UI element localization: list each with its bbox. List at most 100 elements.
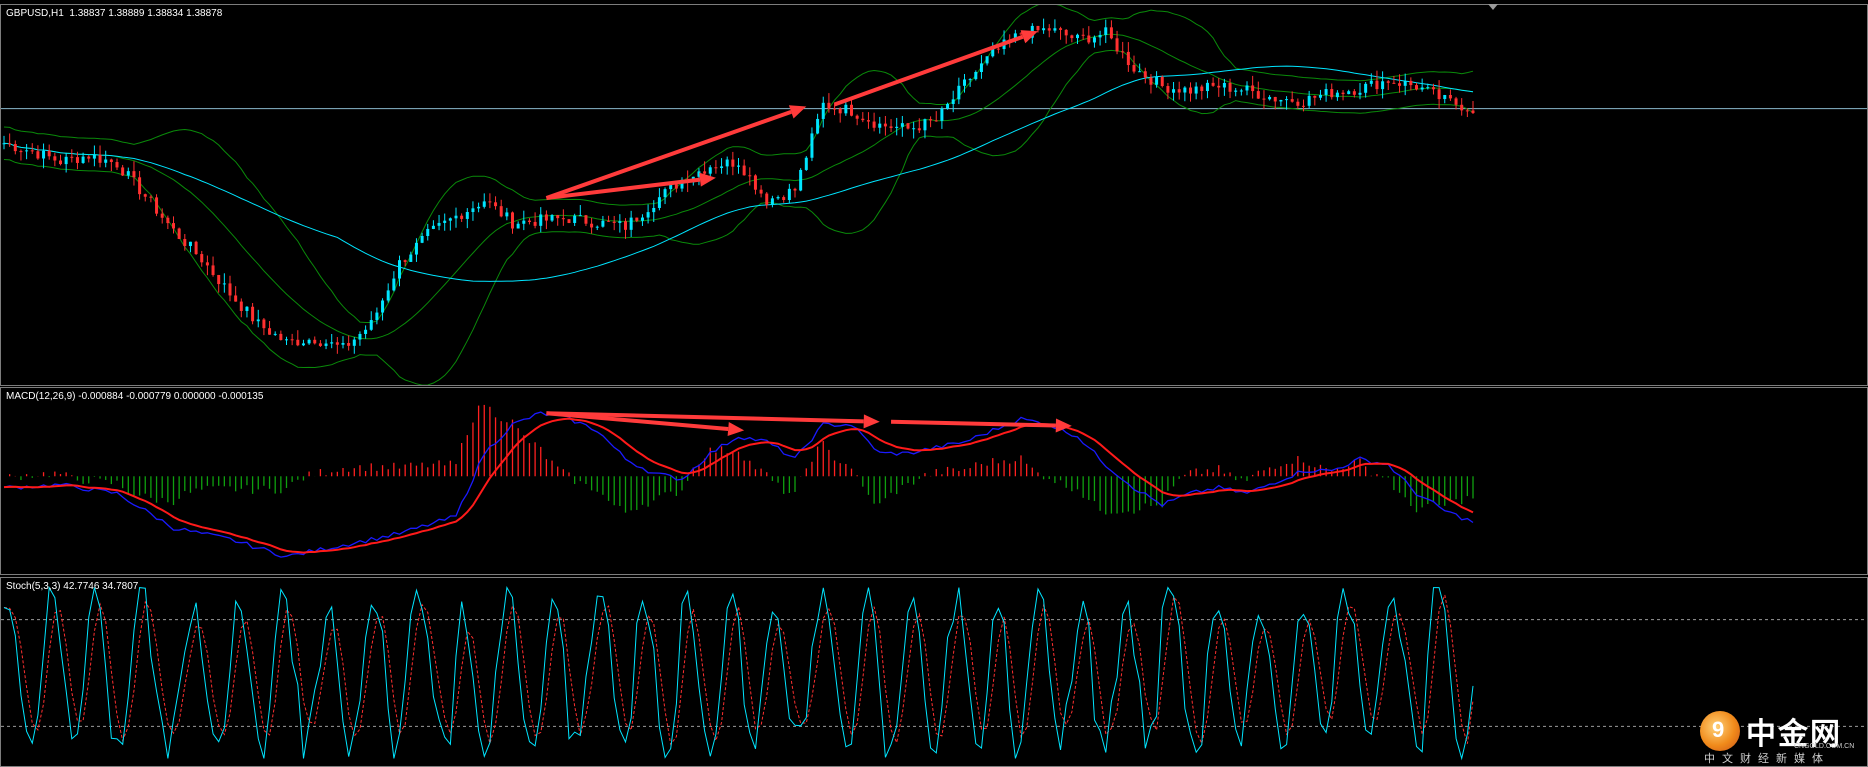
watermark: 9 中金网 CNGOLD.COM.CN 中文财经新媒体 <box>1696 709 1856 765</box>
bollinger-lower <box>3 49 1474 385</box>
candle-body <box>1313 95 1317 98</box>
candle-body <box>1460 104 1464 111</box>
candle-body <box>1149 77 1153 85</box>
candle-body <box>590 223 594 228</box>
candle-body <box>358 333 362 340</box>
candle-body <box>1211 82 1215 86</box>
candle-body <box>1352 91 1356 95</box>
candle-body <box>657 197 661 208</box>
candle-body <box>946 103 950 109</box>
candle-body <box>499 206 503 217</box>
candle-body <box>652 207 656 213</box>
candle-body <box>1166 86 1170 93</box>
candle-body <box>318 343 322 346</box>
candle-body <box>1205 82 1209 92</box>
stoch-pane[interactable]: Stoch(5,3,3) 42.7746 34.7807 <box>0 577 1868 767</box>
candle-body <box>1092 37 1096 43</box>
candle-body <box>1047 28 1051 31</box>
candle-body <box>1454 98 1458 105</box>
candle-body <box>618 221 622 223</box>
candle-body <box>1019 33 1023 35</box>
candle-body <box>437 222 441 226</box>
candle-body <box>121 167 125 176</box>
stoch-signal-line <box>3 593 1474 746</box>
candle-body <box>1155 76 1159 85</box>
candle-body <box>1256 91 1260 99</box>
candle-body <box>844 104 848 114</box>
scroll-marker-icon[interactable] <box>1487 3 1499 11</box>
candle-body <box>1234 90 1238 92</box>
candle-body <box>347 343 351 346</box>
candle-body <box>341 343 345 345</box>
candle-body <box>47 150 51 157</box>
candle-body <box>601 220 605 227</box>
macd-arrow-3-head <box>1055 418 1072 433</box>
candle-body <box>624 221 627 230</box>
candle-body <box>878 123 882 128</box>
candle-body <box>59 160 62 165</box>
candle-body <box>1409 80 1413 86</box>
candle-body <box>454 215 458 219</box>
trend-arrow-2-shaft <box>546 177 701 201</box>
candle-body <box>838 108 842 114</box>
candle-body <box>1194 86 1198 94</box>
candle-body <box>963 79 966 86</box>
macd-pane[interactable]: MACD(12,26,9) -0.000884 -0.000779 0.0000… <box>0 387 1868 575</box>
candle-body <box>1386 81 1390 83</box>
candle-body <box>584 215 588 224</box>
watermark-brand: 中金网 <box>1746 718 1842 751</box>
candle-body <box>109 159 113 163</box>
candle-body <box>1381 81 1385 90</box>
candle-body <box>256 319 260 322</box>
candle-body <box>1228 82 1232 92</box>
candle-body <box>697 171 701 177</box>
candle-body <box>126 171 130 176</box>
bollinger-middle <box>3 33 1474 340</box>
candle-body <box>646 212 650 218</box>
candle-body <box>1403 80 1407 86</box>
candle-body <box>239 301 243 311</box>
candle-body <box>245 306 249 311</box>
candle-body <box>460 215 464 219</box>
candle-body <box>1076 34 1079 39</box>
candle-body <box>1104 27 1108 35</box>
candle-body <box>268 328 272 335</box>
candle-body <box>1392 82 1396 84</box>
candle-body <box>98 154 102 163</box>
candle-body <box>155 197 159 214</box>
candle-body <box>1302 105 1305 107</box>
candle-body <box>640 217 644 221</box>
candle-body <box>160 213 164 218</box>
candle-body <box>488 201 492 203</box>
price-pane[interactable]: GBPUSD,H1 1.38837 1.38889 1.38834 1.3887… <box>0 4 1868 386</box>
candle-body <box>1042 28 1046 31</box>
candle-body <box>1160 76 1164 87</box>
candle-body <box>708 167 712 174</box>
candle-body <box>398 260 401 279</box>
candle-body <box>663 189 667 198</box>
candle-body <box>900 123 904 127</box>
candle-body <box>748 175 752 177</box>
candle-body <box>505 212 509 217</box>
candle-body <box>578 215 582 217</box>
candle-body <box>364 329 368 334</box>
candle-body <box>889 126 893 128</box>
candle-body <box>1262 98 1266 100</box>
candle-body <box>1064 29 1068 36</box>
candle-body <box>1098 34 1102 38</box>
candle-body <box>759 189 763 194</box>
candle-body <box>804 157 808 170</box>
candle-body <box>8 143 12 145</box>
candle-body <box>183 238 187 247</box>
candle-body <box>448 218 452 221</box>
candle-body <box>742 165 746 176</box>
candle-body <box>403 260 407 262</box>
candle-body <box>1081 34 1085 36</box>
candle-body <box>1273 96 1277 102</box>
macd-signal-line <box>3 417 1474 554</box>
moving-average-line <box>3 65 1474 282</box>
candle-body <box>612 221 616 223</box>
candle-body <box>787 188 791 200</box>
candle-body <box>1285 99 1289 101</box>
candle-body <box>465 212 469 219</box>
